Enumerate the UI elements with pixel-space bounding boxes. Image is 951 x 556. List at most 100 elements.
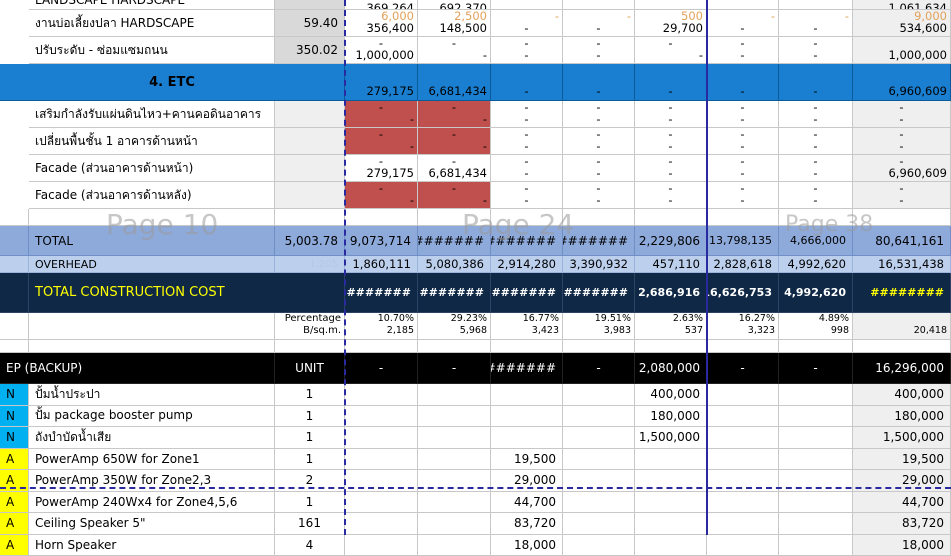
overhead-label-cell[interactable]: OVERHEAD xyxy=(29,256,275,273)
mep-value-cell[interactable]: ######## xyxy=(491,353,563,384)
value-cell[interactable]: -- xyxy=(345,128,418,155)
unit-cell[interactable]: 1 xyxy=(275,384,345,406)
mep-value-cell[interactable]: - xyxy=(707,353,779,384)
value-cell[interactable]: -1,000,000 xyxy=(345,37,418,64)
value-cell[interactable] xyxy=(707,0,779,10)
value-cell[interactable]: - xyxy=(563,64,635,101)
value-cell[interactable]: -- xyxy=(563,37,635,64)
total-value-cell[interactable]: 13,798,135 xyxy=(707,226,779,256)
mep-value-cell[interactable]: - xyxy=(345,353,418,384)
tcc-value-cell[interactable]: 2,686,916 xyxy=(635,273,707,313)
value-cell[interactable]: -279,175 xyxy=(345,155,418,182)
desc-cell[interactable]: PowerAmp 240Wx4 for Zone4,5,6 xyxy=(29,492,275,514)
desc-cell[interactable]: งานบ่อเลี้ยงปลา HARDSCAPE xyxy=(29,10,275,37)
total-cell[interactable]: 1,061,634 xyxy=(853,0,951,10)
tcc-value-cell[interactable]: ####### xyxy=(418,273,491,313)
value-cell[interactable] xyxy=(345,535,418,556)
desc-cell[interactable]: เสริมกำลังรับแผ่นดินไหว+คานคอดินอาคาร xyxy=(29,101,275,128)
value-cell[interactable]: -- xyxy=(707,10,779,37)
value-cell[interactable]: 400,000 xyxy=(635,384,707,406)
value-cell[interactable]: -- xyxy=(491,128,563,155)
value-cell[interactable] xyxy=(779,449,853,471)
unit-cell[interactable]: 1 xyxy=(275,406,345,428)
value-cell[interactable]: -- xyxy=(635,101,707,128)
tag-cell[interactable]: A xyxy=(0,492,29,514)
stats-value-cell[interactable]: 16.77%3,423 xyxy=(491,313,563,340)
total-value-cell[interactable]: 9,073,714 xyxy=(345,226,418,256)
value-cell[interactable] xyxy=(635,449,707,471)
value-cell[interactable]: -- xyxy=(707,155,779,182)
value-cell[interactable] xyxy=(635,492,707,514)
unit-cell[interactable]: 1 xyxy=(275,449,345,471)
value-cell[interactable]: 279,175 xyxy=(345,64,418,101)
total-cell[interactable]: 83,720 xyxy=(853,513,951,535)
value-cell[interactable] xyxy=(563,492,635,514)
unit-cell[interactable]: 4 xyxy=(275,535,345,556)
value-cell[interactable] xyxy=(563,535,635,556)
value-cell[interactable] xyxy=(345,492,418,514)
unit-cell[interactable]: 1 xyxy=(275,427,345,449)
value-cell[interactable] xyxy=(563,427,635,449)
value-cell[interactable]: 44,700 xyxy=(491,492,563,514)
stats-value-cell[interactable]: 29.23%5,968 xyxy=(418,313,491,340)
tag-cell[interactable]: N xyxy=(0,406,29,428)
stats-value-cell[interactable]: 4.89%998 xyxy=(779,313,853,340)
mep-value-cell[interactable]: 2,080,000 xyxy=(635,353,707,384)
value-cell[interactable] xyxy=(707,449,779,471)
value-cell[interactable]: -- xyxy=(418,182,491,209)
value-cell[interactable]: 1,500,000 xyxy=(635,427,707,449)
value-cell[interactable]: -- xyxy=(563,128,635,155)
value-cell[interactable] xyxy=(635,513,707,535)
overhead-value-cell[interactable]: 457,110 xyxy=(635,256,707,273)
value-cell[interactable] xyxy=(563,449,635,471)
tcc-value-cell[interactable]: ####### xyxy=(345,273,418,313)
desc-cell[interactable]: Horn Speaker xyxy=(29,535,275,556)
mep-unit-cell[interactable]: UNIT xyxy=(275,353,345,384)
total-cell[interactable]: 180,000 xyxy=(853,406,951,428)
total-area-cell[interactable]: 5,003.78 xyxy=(275,226,345,256)
value-cell[interactable] xyxy=(635,0,707,10)
value-cell[interactable]: -- xyxy=(345,182,418,209)
value-cell[interactable] xyxy=(491,384,563,406)
desc-cell[interactable]: Ceiling Speaker 5" xyxy=(29,513,275,535)
value-cell[interactable]: 180,000 xyxy=(635,406,707,428)
value-cell[interactable] xyxy=(418,492,491,514)
overhead-value-cell[interactable]: 16,531,438 xyxy=(853,256,951,273)
value-cell[interactable] xyxy=(563,0,635,10)
total-cell[interactable]: 19,500 xyxy=(853,449,951,471)
total-cell[interactable]: 6,960,609 xyxy=(853,64,951,101)
value-cell[interactable]: -- xyxy=(563,101,635,128)
overhead-value-cell[interactable]: 3,390,932 xyxy=(563,256,635,273)
value-cell[interactable]: 692,370 xyxy=(418,0,491,10)
value-cell[interactable] xyxy=(491,0,563,10)
stats-value-cell[interactable]: 20,418 xyxy=(853,313,951,340)
mep-value-cell[interactable]: - xyxy=(418,353,491,384)
unit-cell[interactable]: 1 xyxy=(275,492,345,514)
stats-value-cell[interactable]: 10.70%2,185 xyxy=(345,313,418,340)
desc-cell[interactable]: ปั้มน้ำประปา xyxy=(29,384,275,406)
value-cell[interactable] xyxy=(418,535,491,556)
tcc-value-cell[interactable]: ######## xyxy=(853,273,951,313)
overhead-area-cell[interactable]: 1,205 xyxy=(275,256,345,273)
value-cell[interactable]: -- xyxy=(707,101,779,128)
value-cell[interactable]: -- xyxy=(779,101,853,128)
value-cell[interactable] xyxy=(635,535,707,556)
value-cell[interactable] xyxy=(779,0,853,10)
value-cell[interactable]: -- xyxy=(779,37,853,64)
value-cell[interactable] xyxy=(779,492,853,514)
value-cell[interactable]: -- xyxy=(635,37,707,64)
value-cell[interactable]: -- xyxy=(779,155,853,182)
mep-value-cell[interactable]: 16,296,000 xyxy=(853,353,951,384)
area-cell[interactable] xyxy=(275,155,345,182)
value-cell[interactable] xyxy=(563,513,635,535)
value-cell[interactable] xyxy=(779,406,853,428)
value-cell[interactable]: -- xyxy=(418,101,491,128)
area-cell[interactable]: 350.02 xyxy=(275,37,345,64)
value-cell[interactable] xyxy=(345,406,418,428)
tcc-value-cell[interactable]: ####### xyxy=(491,273,563,313)
tag-cell[interactable]: A xyxy=(0,535,29,556)
tag-cell[interactable]: A xyxy=(0,513,29,535)
value-cell[interactable]: -- xyxy=(635,182,707,209)
value-cell[interactable] xyxy=(418,406,491,428)
tcc-value-cell[interactable]: ####### xyxy=(563,273,635,313)
